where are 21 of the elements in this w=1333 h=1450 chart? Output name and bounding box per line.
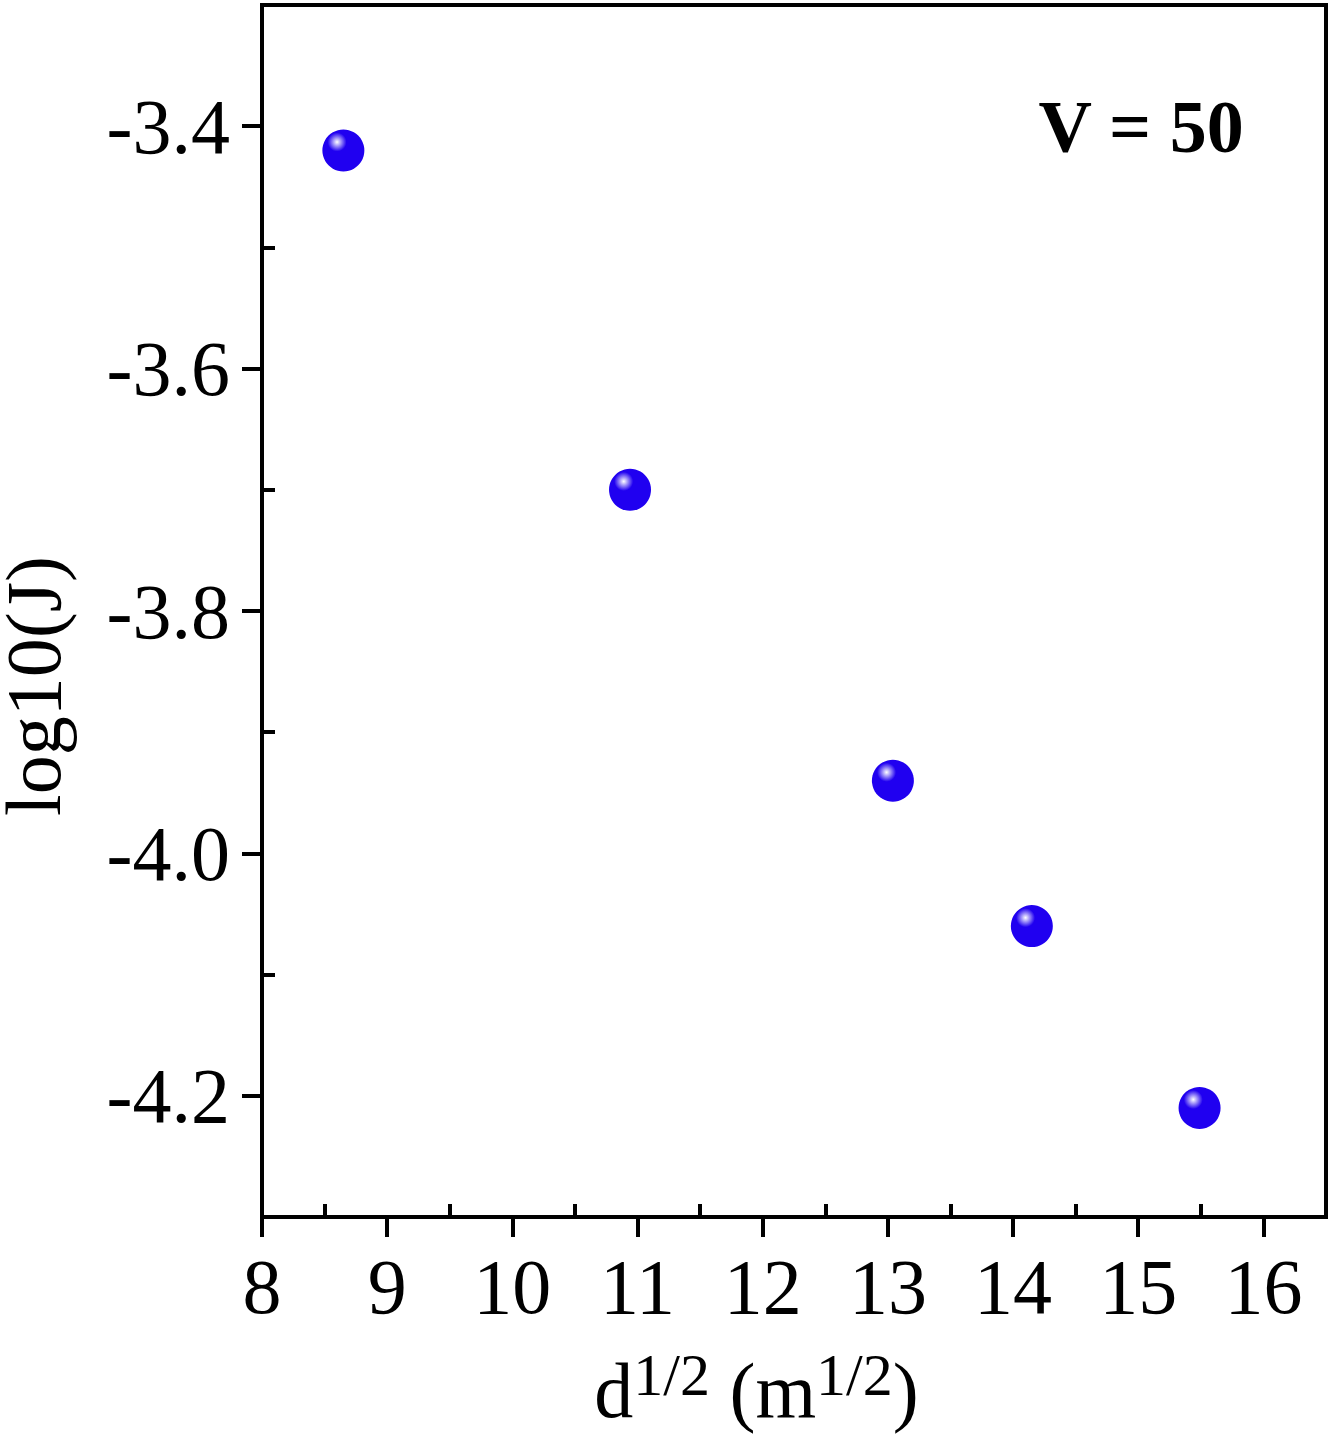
x-tick-label: 15 (1099, 1242, 1178, 1330)
x-tick-label: 10 (473, 1242, 552, 1330)
y-tick-label: -4.2 (106, 1052, 230, 1140)
y-tick-label: -3.6 (106, 325, 230, 413)
point (1010, 905, 1053, 948)
y-tick-label: -4.0 (106, 809, 230, 897)
annotation: V = 50 (1038, 86, 1244, 168)
point (322, 129, 365, 172)
point (871, 759, 914, 802)
x-tick-label: 8 (242, 1242, 282, 1330)
point (609, 468, 652, 511)
point (1178, 1086, 1221, 1129)
x-tick-label: 14 (974, 1242, 1053, 1330)
x-tick-label: 13 (848, 1242, 927, 1330)
y-axis-title: log10(J) (0, 556, 77, 816)
x-tick-label: 16 (1224, 1242, 1303, 1330)
y-tick-label: -3.4 (106, 82, 230, 170)
x-tick-label: 11 (599, 1242, 676, 1330)
x-tick-label: 9 (367, 1242, 407, 1330)
y-tick-label: -3.8 (106, 567, 230, 655)
x-tick-label: 12 (723, 1242, 802, 1330)
